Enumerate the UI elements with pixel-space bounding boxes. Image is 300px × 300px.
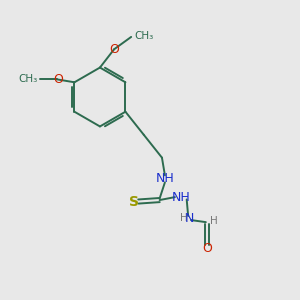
Text: O: O <box>202 242 212 255</box>
Text: CH₃: CH₃ <box>135 31 154 41</box>
Text: NH: NH <box>156 172 175 185</box>
Text: O: O <box>109 43 119 56</box>
Text: H: H <box>210 216 218 226</box>
Text: H: H <box>180 213 187 223</box>
Text: N: N <box>185 212 194 225</box>
Text: CH₃: CH₃ <box>18 74 37 84</box>
Text: O: O <box>53 73 63 86</box>
Text: S: S <box>129 194 139 208</box>
Text: NH: NH <box>172 190 191 204</box>
